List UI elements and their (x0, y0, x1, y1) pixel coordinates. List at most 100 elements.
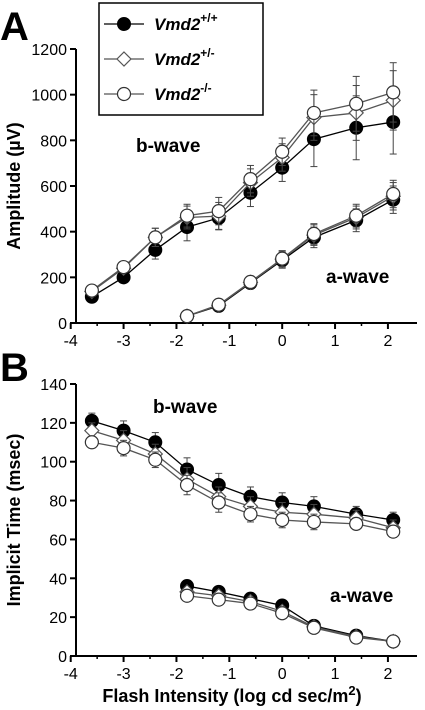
x-tick-label: 1 (331, 666, 340, 683)
y-tick-label: 1000 (31, 88, 67, 105)
x-tick-label: 2 (383, 666, 392, 683)
panel-b-letter: B (0, 346, 29, 390)
data-point (148, 230, 163, 245)
x-tick-label: 1 (331, 333, 340, 350)
data-point (243, 172, 258, 187)
legend-entry: Vmd2-/- (154, 81, 212, 104)
series-b-wave- (84, 435, 401, 539)
data-point (179, 309, 195, 324)
data-point (211, 495, 226, 510)
y-tick-label: 40 (49, 571, 67, 588)
legend-entry: Vmd2+/- (154, 46, 215, 69)
x-tick-label: -2 (169, 666, 183, 683)
data-point (179, 477, 195, 493)
data-point (386, 634, 401, 649)
series-line (91, 91, 394, 292)
data-point (275, 144, 290, 159)
x-tick-label: -3 (116, 333, 130, 350)
data-point (211, 592, 226, 607)
y-tick-label: 100 (40, 455, 67, 472)
data-point (84, 435, 99, 450)
y-tick-label: 1200 (31, 42, 67, 59)
x-axis-label-superscript: 2 (348, 683, 355, 698)
data-point (386, 186, 401, 202)
x-tick-label: -2 (169, 333, 183, 350)
legend-marker (116, 86, 132, 102)
x-tick-label: -1 (222, 666, 236, 683)
data-point (349, 516, 364, 531)
y-tick-label: 80 (49, 494, 67, 511)
data-point (211, 297, 226, 312)
x-tick-label: 0 (278, 333, 287, 350)
x-tick-label: -4 (64, 333, 78, 350)
series-b-wave- (84, 62, 401, 298)
legend-genotype: +/+ (200, 11, 217, 25)
series-line (91, 441, 394, 533)
data-point (148, 452, 163, 467)
y-axis-label: Amplitude (µV) (4, 122, 24, 249)
data-point (116, 441, 131, 456)
data-point (275, 512, 290, 528)
data-point (179, 208, 195, 223)
data-point (386, 85, 401, 100)
series-line (91, 99, 394, 293)
data-point (349, 208, 364, 223)
data-point (116, 259, 131, 275)
legend-entry: Vmd2+/+ (154, 11, 218, 34)
y-tick-label: 0 (58, 316, 67, 333)
data-point (275, 251, 290, 266)
x-tick-label: 2 (383, 333, 392, 350)
legend-genotype: -/- (200, 81, 211, 95)
y-tick-label: 600 (40, 179, 67, 196)
data-point (243, 274, 258, 289)
data-point (243, 596, 258, 611)
series-a-wave- (179, 588, 401, 649)
series-line (91, 420, 394, 521)
data-point (386, 524, 401, 539)
b-wave-label: b-wave (153, 397, 217, 418)
data-point (84, 283, 99, 298)
y-tick-label: 140 (40, 377, 67, 394)
data-point (275, 606, 290, 621)
legend-genotype: +/- (200, 46, 214, 60)
x-tick-label: -3 (116, 666, 130, 683)
data-point (306, 514, 322, 530)
data-point (179, 588, 195, 603)
x-tick-label: -1 (222, 333, 236, 350)
y-tick-label: 120 (40, 416, 67, 433)
a-wave-label: a-wave (326, 267, 389, 288)
legend-gene: Vmd2 (154, 85, 201, 104)
series-line (91, 430, 394, 529)
y-tick-label: 800 (40, 133, 67, 150)
legend-gene: Vmd2 (154, 50, 201, 69)
y-tick-label: 400 (40, 225, 67, 242)
data-point (211, 204, 226, 219)
a-wave-label: a-wave (330, 586, 393, 607)
x-axis-label-end: ) (356, 686, 362, 706)
y-tick-label: 20 (49, 610, 67, 627)
data-point (306, 620, 322, 635)
data-point (349, 630, 364, 645)
data-point (306, 226, 322, 242)
x-axis-label: Flash Intensity (log cd sec/m2) (102, 683, 361, 706)
legend: Vmd2+/+Vmd2+/-Vmd2-/- (98, 2, 264, 116)
x-tick-label: -4 (64, 666, 78, 683)
legend-marker (116, 51, 132, 67)
data-point (306, 105, 322, 121)
panel-a-chart: 0 200 400 600 800 1000 1200 -4 -3 -2 -1 0 1 2 Amplitud… (0, 2, 417, 350)
series-a-wave- (179, 179, 401, 324)
y-tick-label: 0 (58, 649, 67, 666)
x-tick-label: 0 (278, 666, 287, 683)
x-axis-label-text: Flash Intensity (log cd sec/m (102, 686, 348, 706)
data-point (243, 507, 258, 522)
b-wave-label: b-wave (136, 136, 200, 157)
y-axis-label: Implicit Time (msec) (4, 434, 24, 607)
series-line (91, 121, 394, 298)
legend-gene: Vmd2 (154, 15, 201, 34)
panel-a-letter: A (0, 5, 29, 49)
y-tick-label: 200 (40, 270, 67, 287)
data-point (349, 96, 364, 111)
y-tick-label: 60 (49, 532, 67, 549)
